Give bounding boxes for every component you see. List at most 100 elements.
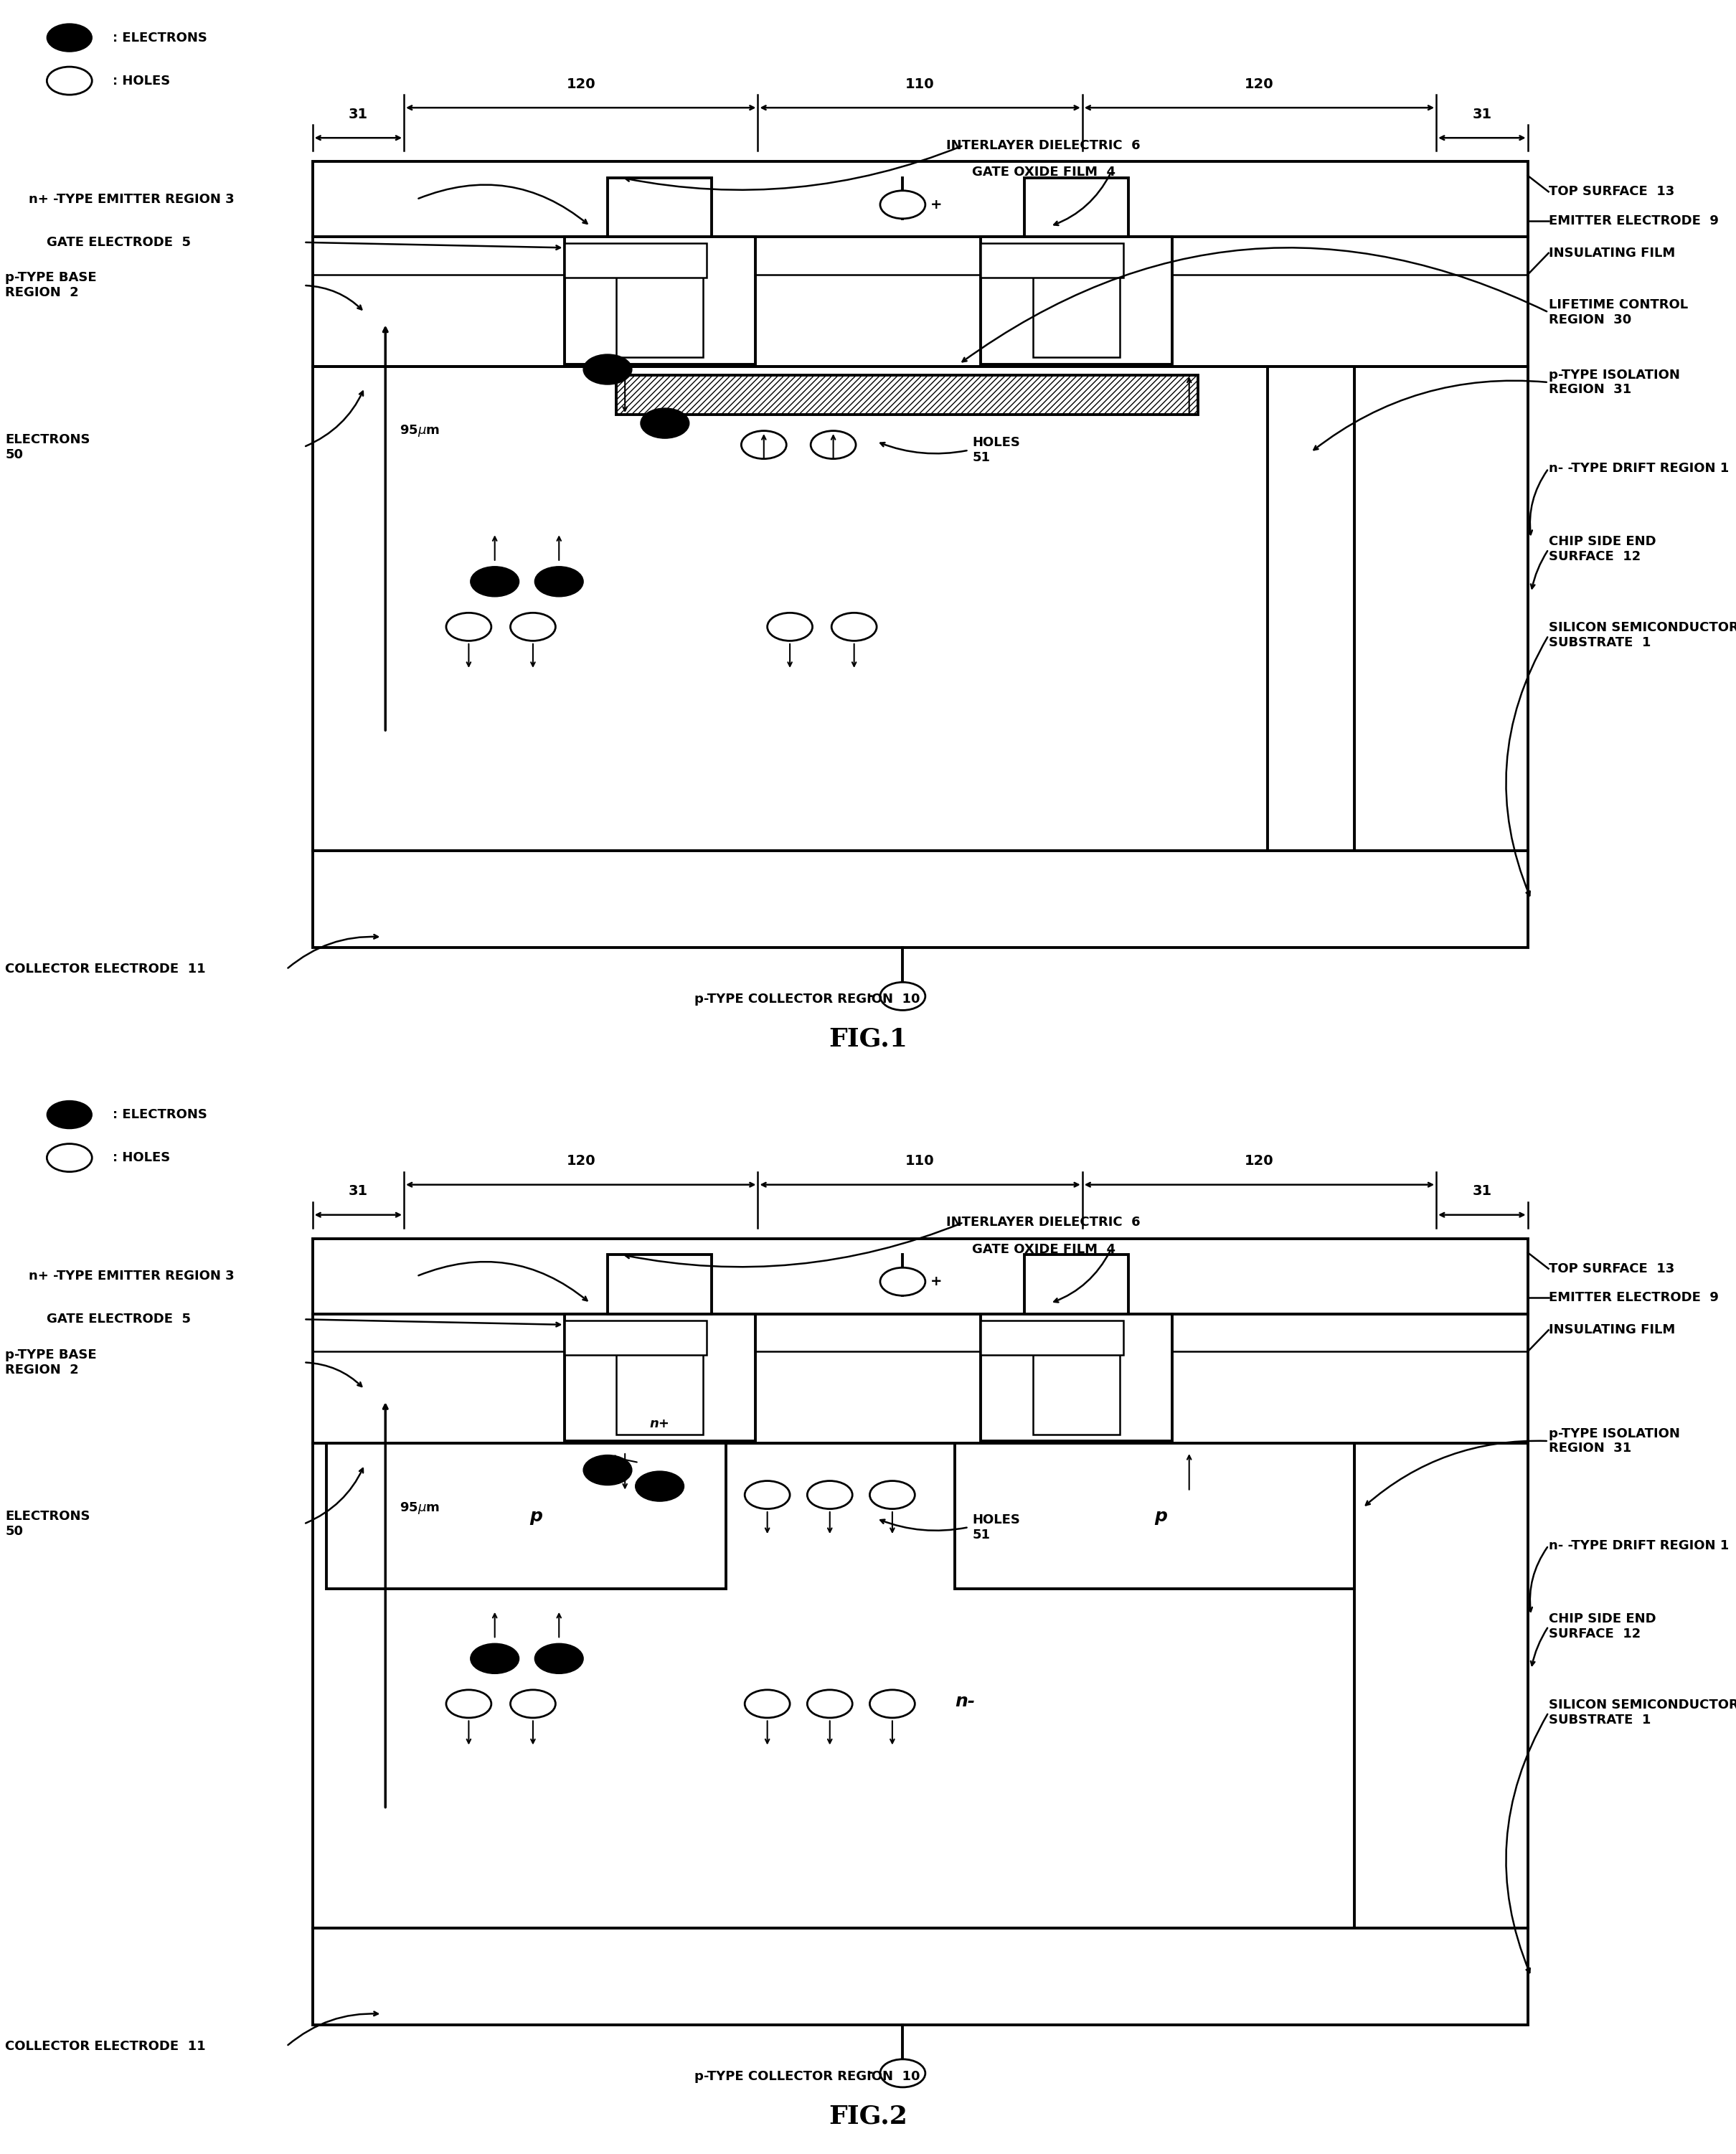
Text: INTERLAYER DIELECTRIC  6: INTERLAYER DIELECTRIC 6 (946, 1217, 1141, 1228)
Text: 110: 110 (906, 78, 934, 90)
Bar (616, 375, 1198, 414)
Bar (981, 237, 1172, 364)
Text: INSULATING FILM: INSULATING FILM (1549, 1325, 1675, 1335)
Circle shape (583, 353, 632, 386)
Bar (564, 1320, 707, 1355)
Text: COLLECTOR ELECTRODE  11: COLLECTOR ELECTRODE 11 (5, 963, 207, 976)
Text: p-TYPE COLLECTOR REGION  10: p-TYPE COLLECTOR REGION 10 (694, 993, 920, 1006)
Text: n-: n- (955, 1693, 976, 1710)
Text: 95$\mu$m: 95$\mu$m (399, 1501, 439, 1514)
Text: HOLES
51: HOLES 51 (972, 1514, 1021, 1540)
Circle shape (510, 1689, 556, 1719)
Text: 120: 120 (1245, 78, 1274, 90)
Bar (312, 1443, 1528, 1928)
Circle shape (641, 409, 689, 439)
Text: ELECTRONS
50: ELECTRONS 50 (5, 1510, 90, 1538)
Text: +: + (930, 198, 943, 211)
Circle shape (811, 431, 856, 459)
Bar (981, 1320, 1123, 1355)
Circle shape (767, 614, 812, 642)
Text: GATE OXIDE FILM  4: GATE OXIDE FILM 4 (972, 1243, 1116, 1256)
Text: TOP SURFACE  13: TOP SURFACE 13 (1549, 1262, 1674, 1275)
Text: 110: 110 (906, 1155, 934, 1167)
Bar (564, 1314, 755, 1441)
Bar (608, 1254, 712, 1314)
Text: SILICON SEMICONDUCTOR
SUBSTRATE  1: SILICON SEMICONDUCTOR SUBSTRATE 1 (1549, 623, 1736, 648)
Circle shape (880, 982, 925, 1010)
Text: -: - (866, 2066, 873, 2081)
Circle shape (870, 1689, 915, 1719)
Text: EMITTER ELECTRODE  9: EMITTER ELECTRODE 9 (1549, 1292, 1719, 1303)
Bar (564, 237, 755, 364)
Circle shape (470, 1644, 519, 1674)
Bar (955, 1443, 1354, 1590)
Text: n+ -TYPE EMITTER REGION 3: n+ -TYPE EMITTER REGION 3 (30, 194, 234, 205)
Text: p-TYPE ISOLATION
REGION  31: p-TYPE ISOLATION REGION 31 (1549, 1428, 1680, 1454)
Text: p-TYPE BASE
REGION  2: p-TYPE BASE REGION 2 (5, 271, 97, 299)
Bar (564, 243, 707, 278)
Bar (312, 1928, 1528, 2025)
Bar (1033, 1344, 1120, 1435)
Circle shape (745, 1689, 790, 1719)
Text: FIG.1: FIG.1 (828, 1027, 908, 1051)
Bar (1267, 366, 1354, 851)
Circle shape (807, 1482, 852, 1508)
Text: GATE ELECTRODE  5: GATE ELECTRODE 5 (47, 1314, 191, 1325)
Bar (312, 1314, 1528, 1443)
Circle shape (880, 1267, 925, 1297)
Circle shape (745, 1482, 790, 1508)
Text: p-TYPE COLLECTOR REGION  10: p-TYPE COLLECTOR REGION 10 (694, 2070, 920, 2083)
Circle shape (635, 1471, 684, 1501)
Bar (608, 179, 712, 237)
Text: n+ -TYPE EMITTER REGION 3: n+ -TYPE EMITTER REGION 3 (30, 1271, 234, 1282)
Text: 120: 120 (1245, 1155, 1274, 1167)
Text: p-TYPE ISOLATION
REGION  31: p-TYPE ISOLATION REGION 31 (1549, 368, 1680, 396)
Text: 120: 120 (566, 78, 595, 90)
Bar (616, 1344, 703, 1435)
Text: +: + (930, 1275, 943, 1288)
Text: : HOLES: : HOLES (113, 1152, 170, 1163)
Bar (1024, 1254, 1128, 1314)
Text: ELECTRONS
50: ELECTRONS 50 (5, 433, 90, 461)
Text: p: p (529, 1508, 542, 1525)
Text: 31: 31 (349, 108, 368, 121)
Circle shape (47, 67, 92, 95)
Text: p-TYPE BASE
REGION  2: p-TYPE BASE REGION 2 (5, 1348, 97, 1376)
Circle shape (880, 2059, 925, 2087)
Circle shape (47, 24, 92, 52)
Text: 31: 31 (349, 1185, 368, 1198)
Text: FIG.2: FIG.2 (828, 2104, 908, 2128)
Text: 95$\mu$m: 95$\mu$m (399, 424, 439, 437)
Text: n+: n+ (649, 1417, 670, 1430)
Text: : ELECTRONS: : ELECTRONS (113, 1109, 207, 1120)
Bar (1024, 179, 1128, 237)
Text: n- -TYPE DRIFT REGION 1: n- -TYPE DRIFT REGION 1 (1549, 463, 1729, 474)
Bar (1033, 269, 1120, 358)
Bar (326, 1443, 726, 1590)
Circle shape (880, 192, 925, 218)
Text: 31: 31 (1472, 1185, 1491, 1198)
Text: INTERLAYER DIELECTRIC  6: INTERLAYER DIELECTRIC 6 (946, 140, 1141, 151)
Text: EMITTER ELECTRODE  9: EMITTER ELECTRODE 9 (1549, 215, 1719, 226)
Circle shape (47, 1144, 92, 1172)
Text: CHIP SIDE END
SURFACE  12: CHIP SIDE END SURFACE 12 (1549, 536, 1656, 562)
Bar (312, 851, 1528, 948)
Circle shape (870, 1482, 915, 1508)
Circle shape (535, 1644, 583, 1674)
Text: CHIP SIDE END
SURFACE  12: CHIP SIDE END SURFACE 12 (1549, 1613, 1656, 1639)
Circle shape (446, 614, 491, 642)
Bar (616, 269, 703, 358)
Text: n- -TYPE DRIFT REGION 1: n- -TYPE DRIFT REGION 1 (1549, 1540, 1729, 1551)
Text: -: - (866, 989, 873, 1004)
Text: LIFETIME CONTROL
REGION  30: LIFETIME CONTROL REGION 30 (1549, 299, 1687, 325)
Circle shape (470, 567, 519, 597)
Circle shape (583, 1456, 632, 1486)
Text: : ELECTRONS: : ELECTRONS (113, 32, 207, 43)
Bar (312, 237, 1528, 366)
Text: INSULATING FILM: INSULATING FILM (1549, 248, 1675, 258)
Bar (312, 1239, 1528, 1314)
Circle shape (510, 614, 556, 642)
Text: : HOLES: : HOLES (113, 75, 170, 86)
Circle shape (535, 567, 583, 597)
Bar (981, 243, 1123, 278)
